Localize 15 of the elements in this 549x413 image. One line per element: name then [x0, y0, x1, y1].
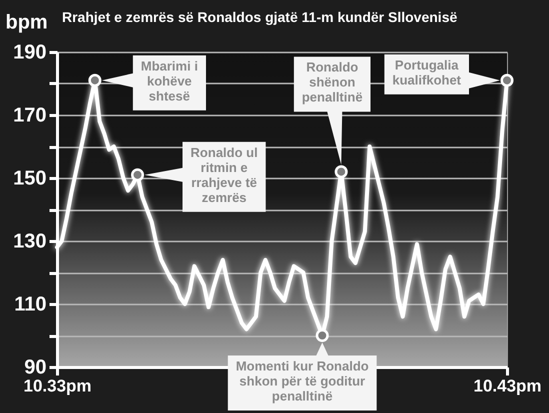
- annotation: Portugalia kualifkohet: [392, 57, 462, 88]
- y-axis-title: bpm: [6, 12, 48, 34]
- x-tick-label: 10.43pm: [473, 376, 542, 396]
- y-tick-label: 90: [24, 356, 46, 378]
- chart-title: Rrahjet e zemrës së Ronaldos gjatë 11-m kundër Sllovenisë: [62, 9, 458, 25]
- annotation: Ronaldo ul ritmin e rrahjeve të zemrës: [190, 144, 258, 205]
- annotation: Momenti kur Ronaldo shkon për të goditur penalltinë: [236, 358, 369, 404]
- y-tick-label: 130: [13, 230, 46, 252]
- annotation: Ronaldo shënon penalltinë: [302, 60, 363, 105]
- x-tick-label: 10.33pm: [23, 376, 92, 396]
- y-tick-label: 150: [13, 168, 46, 190]
- y-tick-label: 170: [13, 104, 46, 126]
- y-tick-label: 110: [14, 294, 46, 316]
- y-tick-label: 190: [13, 42, 46, 64]
- annotation: Mbarimi i kohëve shtesë: [140, 58, 198, 104]
